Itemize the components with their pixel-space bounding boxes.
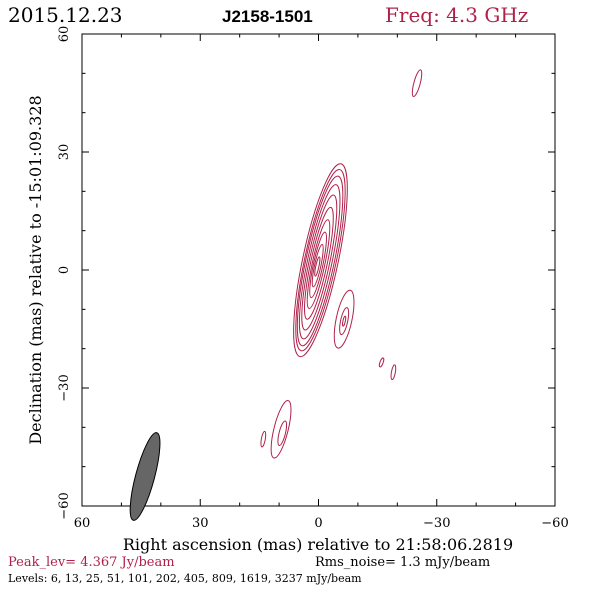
y-tick-labels: 60 30 0 −30 −60 (57, 26, 72, 520)
x-tick-label: 0 (314, 516, 322, 531)
contour-levels: Levels: 6, 13, 25, 51, 101, 202, 405, 80… (8, 572, 362, 585)
x-tick-label: 30 (192, 516, 209, 531)
inner-jet-contour (342, 315, 347, 327)
restoring-beam (129, 432, 161, 521)
core-contour (314, 256, 321, 277)
y-tick-label: 30 (57, 144, 72, 161)
core-contour (306, 219, 331, 309)
y-tick-label: 0 (57, 266, 72, 274)
core-contour (295, 169, 346, 352)
east-knot-1-contour (378, 357, 385, 368)
inner-jet-contour (333, 289, 355, 349)
core-contour (296, 175, 344, 347)
rms-noise: Rms_noise= 1.3 mJy/beam (315, 555, 490, 570)
peak-level: Peak_lev= 4.367 Jy/beam (8, 555, 175, 570)
x-axis-label: Right ascension (mas) relative to 21:58:… (123, 535, 513, 554)
y-tick-label: −60 (57, 492, 72, 519)
y-axis-label: Declination (mas) relative to -15:01:09.… (26, 95, 45, 444)
east-knot-2-contour (390, 364, 397, 381)
south-knot-contour (260, 430, 267, 448)
inner-jet-contour (339, 307, 350, 336)
x-tick-label: −60 (541, 516, 568, 531)
core-contour (304, 206, 334, 320)
south-jet-contour (270, 400, 292, 459)
core-contour (301, 194, 338, 331)
source-name: J2158-1501 (222, 7, 313, 26)
y-tick-label: 60 (57, 26, 72, 43)
x-tick-label: −30 (423, 516, 450, 531)
y-tick-label: −30 (57, 374, 72, 401)
observation-date: 2015.12.23 (8, 3, 123, 27)
south-jet-contour (277, 420, 288, 446)
x-tick-labels: 60 30 0 −30 −60 (74, 516, 569, 531)
core-contour (311, 243, 324, 288)
beam-layer (129, 432, 161, 521)
frequency-label: Freq: 4.3 GHz (385, 3, 528, 27)
x-tick-label: 60 (74, 516, 91, 531)
core-contour (298, 184, 341, 340)
core-contour (293, 163, 348, 358)
core-contour (309, 231, 327, 299)
axis-ticks (81, 33, 556, 507)
north-blob-contour (411, 69, 423, 98)
contour-layer (260, 69, 423, 459)
